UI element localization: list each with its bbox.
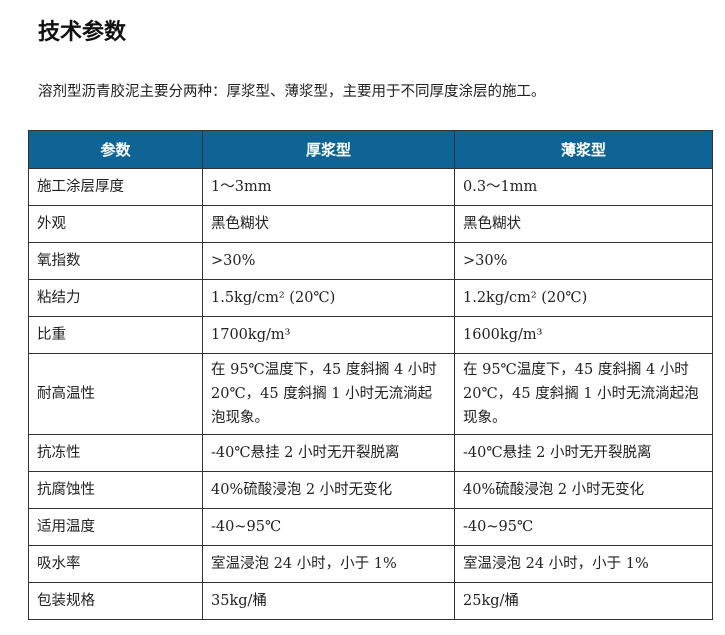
header-thin: 薄浆型 [454,130,713,169]
table-row: 比重 1700kg/m³ 1600kg/m³ [28,316,713,354]
thin-value-cell: 在 95℃温度下，45 度斜搁 4 小时 20℃，45 度斜搁 1 小时无流淌起… [454,353,713,435]
param-cell: 抗腐蚀性 [28,471,203,509]
thick-value-cell: 35kg/桶 [202,582,455,620]
thick-value-cell: 1～3mm [202,168,455,206]
thick-value-cell: 1.5kg/cm² (20℃) [202,279,455,317]
thick-value-cell: -40~95℃ [202,508,455,546]
thick-value-cell: 室温浸泡 24 小时，小于 1% [202,545,455,583]
param-cell: 粘结力 [28,279,203,317]
thick-value-cell: 黑色糊状 [202,205,455,243]
thin-value-cell: 0.3～1mm [454,168,713,206]
table-row: 耐高温性在 95℃温度下，45 度斜搁 4 小时 20℃，45 度斜搁 1 小时… [28,353,713,435]
thin-value-cell: >30% [454,242,713,280]
table-row: 抗冻性 -40℃悬挂 2 小时无开裂脱离 -40℃悬挂 2 小时无开裂脱离 [28,434,713,472]
thick-value-cell: 1700kg/m³ [202,316,455,354]
thick-value-cell: 40%硫酸浸泡 2 小时无变化 [202,471,455,509]
param-cell: 耐高温性 [28,353,203,435]
param-cell: 施工涂层厚度 [28,168,203,206]
table-row: 吸水率 室温浸泡 24 小时，小于 1% 室温浸泡 24 小时，小于 1% [28,545,713,583]
param-cell: 抗冻性 [28,434,203,472]
table-row: 粘结力 1.5kg/cm² (20℃) 1.2kg/cm² (20℃) [28,279,713,317]
thin-value-cell: -40℃悬挂 2 小时无开裂脱离 [454,434,713,472]
param-cell: 包装规格 [28,582,203,620]
thin-value-cell: 25kg/桶 [454,582,713,620]
table-row: 适用温度 -40~95℃ -40~95℃ [28,508,713,546]
thick-value-cell: >30% [202,242,455,280]
header-param: 参数 [28,130,203,169]
thin-value-cell: 1.2kg/cm² (20℃) [454,279,713,317]
param-cell: 适用温度 [28,508,203,546]
table-row: 施工涂层厚度 1～3mm 0.3～1mm [28,168,713,206]
table-row: 外观 黑色糊状 黑色糊状 [28,205,713,243]
table-row: 包装规格 35kg/桶 25kg/桶 [28,582,713,620]
table-header-row: 参数 厚浆型 薄浆型 [28,130,713,169]
thin-value-cell: -40~95℃ [454,508,713,546]
param-cell: 外观 [28,205,203,243]
param-cell: 吸水率 [28,545,203,583]
thin-value-cell: 40%硫酸浸泡 2 小时无变化 [454,471,713,509]
thick-value-cell: -40℃悬挂 2 小时无开裂脱离 [202,434,455,472]
param-cell: 比重 [28,316,203,354]
spec-table: 参数 厚浆型 薄浆型 施工涂层厚度 1～3mm 0.3～1mm 外观 黑色糊状 黑色糊状氧… [28,130,713,620]
header-thick: 厚浆型 [202,130,455,169]
table-row: 抗腐蚀性 40%硫酸浸泡 2 小时无变化 40%硫酸浸泡 2 小时无变化 [28,471,713,509]
table-row: 氧指数 >30% >30% [28,242,713,280]
thin-value-cell: 室温浸泡 24 小时，小于 1% [454,545,713,583]
page-title: 技术参数 [38,20,127,45]
thin-value-cell: 1600kg/m³ [454,316,713,354]
thin-value-cell: 黑色糊状 [454,205,713,243]
param-cell: 氧指数 [28,242,203,280]
intro-text: 溶剂型沥青胶泥主要分两种：厚浆型、薄浆型，主要用于不同厚度涂层的施工。 [38,84,546,100]
thick-value-cell: 在 95℃温度下，45 度斜搁 4 小时 20℃，45 度斜搁 1 小时无流淌起… [202,353,455,435]
